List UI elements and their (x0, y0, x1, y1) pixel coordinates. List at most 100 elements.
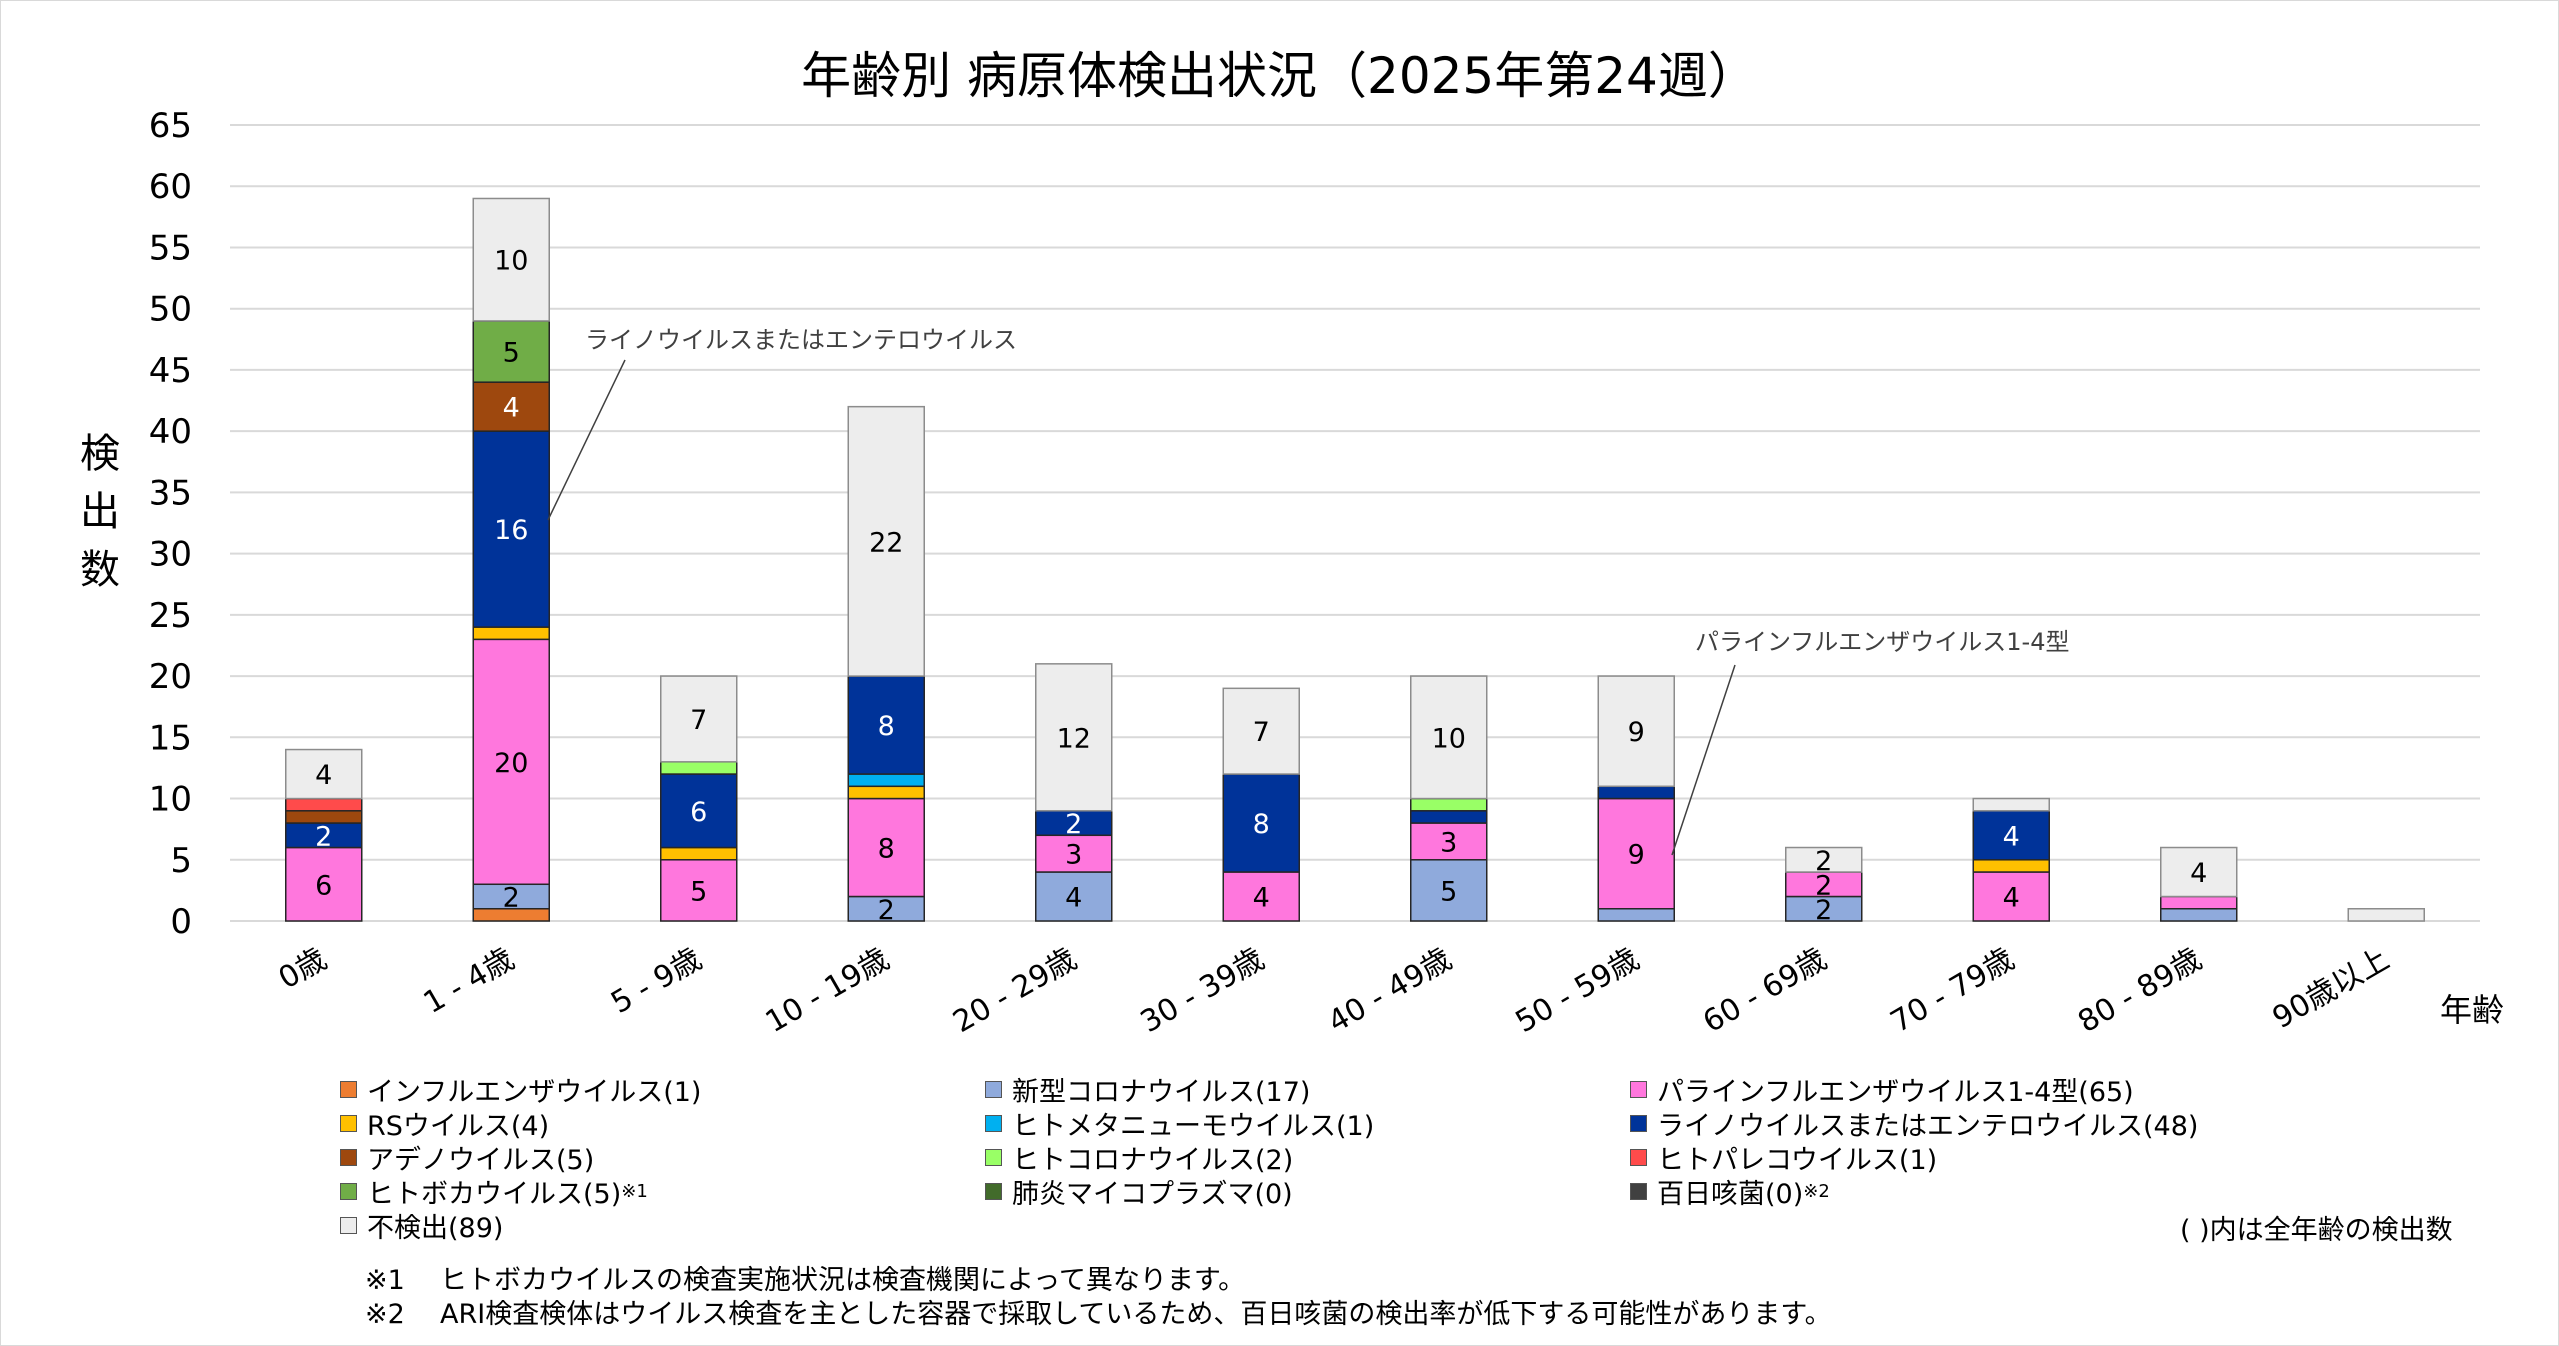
x-tick-label: 5 - 9歳 (605, 942, 707, 1021)
legend-label: 新型コロナウイルス(17) (1012, 1077, 1311, 1108)
data-label: 9 (1628, 717, 1645, 748)
y-tick-label: 45 (149, 351, 192, 391)
y-axis-label: 検 出 数 (75, 425, 125, 599)
legend-label: ヒトボカウイルス(5) (367, 1179, 622, 1210)
data-label: 2 (1815, 846, 1832, 877)
data-label: 3 (1440, 827, 1457, 858)
x-tick-label: 30 - 39歳 (1135, 942, 1270, 1040)
bar-segment (472, 626, 550, 641)
legend-label: 百日咳菌(0) (1657, 1179, 1804, 1210)
legend-item: ライノウイルスまたはエンテロウイルス(48) (1630, 1104, 2198, 1143)
bar-segment (285, 748, 363, 800)
data-label: 12 (1057, 723, 1091, 754)
footnote-text: ARI検査検体はウイルス検査を主とした容器で採取しているため、百日咳菌の検出率が… (440, 1299, 1832, 1330)
data-label: 2 (315, 821, 332, 852)
data-label: 2 (1815, 895, 1832, 926)
gridlines (230, 124, 2480, 922)
bar-stack: 6 2 4 (285, 748, 363, 922)
bar-stack: 2 8 8 22 (847, 405, 925, 926)
y-tick-label: 15 (149, 718, 192, 758)
y-tick-label: 35 (149, 473, 192, 513)
annotation-leader-line (1671, 664, 1736, 856)
x-tick-label: 10 - 19歳 (760, 942, 895, 1040)
bar-segment (1785, 895, 1863, 922)
legend-label: インフルエンザウイルス(1) (367, 1077, 702, 1108)
data-label: 6 (690, 797, 707, 828)
y-axis-label-char: 出 (80, 489, 120, 535)
bar-stack: 4 32 12 (1035, 663, 1113, 922)
bar-segment (847, 785, 925, 800)
bar-segment (847, 405, 925, 677)
legend-swatch (1630, 1081, 1647, 1098)
bar-segment (472, 381, 550, 432)
legend-swatch (985, 1183, 1002, 1200)
bar-segment (1410, 859, 1488, 922)
chart-title: 年齢別 病原体検出状況（2025年第24週） (801, 47, 1758, 105)
y-axis-ticks: 0 5 10 15 20 25 30 35 40 45 50 55 60 65 (149, 106, 192, 942)
bar-segment (1410, 810, 1488, 824)
legend-swatch (985, 1081, 1002, 1098)
x-tick-label: 50 - 59歳 (1510, 942, 1645, 1040)
legend-label: 肺炎マイコプラズマ(0) (1012, 1179, 1293, 1210)
legend-item: ヒトコロナウイルス(2) (985, 1138, 1293, 1177)
bar-segment (2160, 895, 2238, 910)
y-tick-label: 0 (170, 902, 192, 942)
data-label: 2 (1065, 809, 1082, 840)
footnote-1: ※1 ヒトボカウイルスの検査実施状況は検査機関によって異なります。 (365, 1258, 1245, 1297)
y-axis-label-char: 検 (80, 431, 120, 477)
data-label: 8 (878, 834, 895, 865)
bar-stack: 5 3 10 (1410, 675, 1488, 922)
data-label: 10 (494, 246, 528, 277)
bar-segment (1972, 810, 2050, 861)
data-label: 10 (1432, 723, 1466, 754)
legend-item: 肺炎マイコプラズマ(0) (985, 1172, 1293, 1211)
x-tick-label: 80 - 89歳 (2072, 942, 2207, 1040)
footnote-mark: ※2 (365, 1299, 405, 1330)
bar-segment (847, 773, 925, 788)
data-label: 4 (2003, 821, 2020, 852)
bar-segment (472, 430, 550, 628)
data-label: 16 (494, 515, 528, 546)
bar-stack: 5 6 7 (660, 675, 738, 922)
legend-item: パラインフルエンザウイルス1-4型(65) (1630, 1070, 2134, 1109)
data-label: 5 (1440, 876, 1457, 907)
data-label: 22 (869, 527, 903, 558)
bar-segment (1410, 797, 1488, 812)
legend-swatch (1630, 1149, 1647, 1166)
annotation-leader-line (547, 359, 626, 521)
legend-swatch (985, 1149, 1002, 1166)
bar-segment (285, 797, 363, 812)
annotation-label: ライノウイルスまたはエンテロウイルス (585, 326, 1017, 354)
y-tick-label: 5 (170, 841, 192, 881)
y-tick-label: 10 (149, 780, 192, 820)
data-label: 8 (878, 711, 895, 742)
y-tick-label: 50 (149, 290, 192, 330)
bar-segment (1410, 822, 1488, 861)
data-label: 4 (503, 393, 520, 424)
bar-segment (1597, 908, 1675, 922)
bar-stack: 4 (2160, 846, 2238, 922)
legend-item: ヒトパレコウイルス(1) (1630, 1138, 1937, 1177)
bar-segment (472, 638, 550, 886)
data-label: 7 (690, 705, 707, 736)
legend-label: パラインフルエンザウイルス1-4型(65) (1657, 1077, 2134, 1108)
footnote-mark: ※1 (365, 1265, 405, 1296)
y-axis-label-char: 数 (80, 547, 120, 593)
data-label: 4 (1065, 883, 1082, 914)
bar-segment (1035, 834, 1113, 873)
legend-swatch (340, 1149, 357, 1166)
y-tick-label: 60 (149, 167, 192, 207)
x-tick-label: 60 - 69歳 (1697, 942, 1832, 1040)
data-label: 6 (315, 870, 332, 901)
legend-note: ( )内は全年齢の検出数 (2180, 1215, 2453, 1246)
bar-segment (2160, 846, 2238, 898)
legend-swatch (340, 1115, 357, 1132)
data-label: 2 (503, 883, 520, 914)
data-label: 4 (2003, 883, 2020, 914)
bar-segment (472, 320, 550, 383)
legend-item: アデノウイルス(5) (340, 1138, 594, 1177)
bar-segment (285, 810, 363, 824)
x-axis-ticks: 0歳 1 - 4歳 5 - 9歳 10 - 19歳 20 - 29歳 30 - 39歳 40… (273, 942, 2396, 1040)
bar-segment (1597, 797, 1675, 910)
